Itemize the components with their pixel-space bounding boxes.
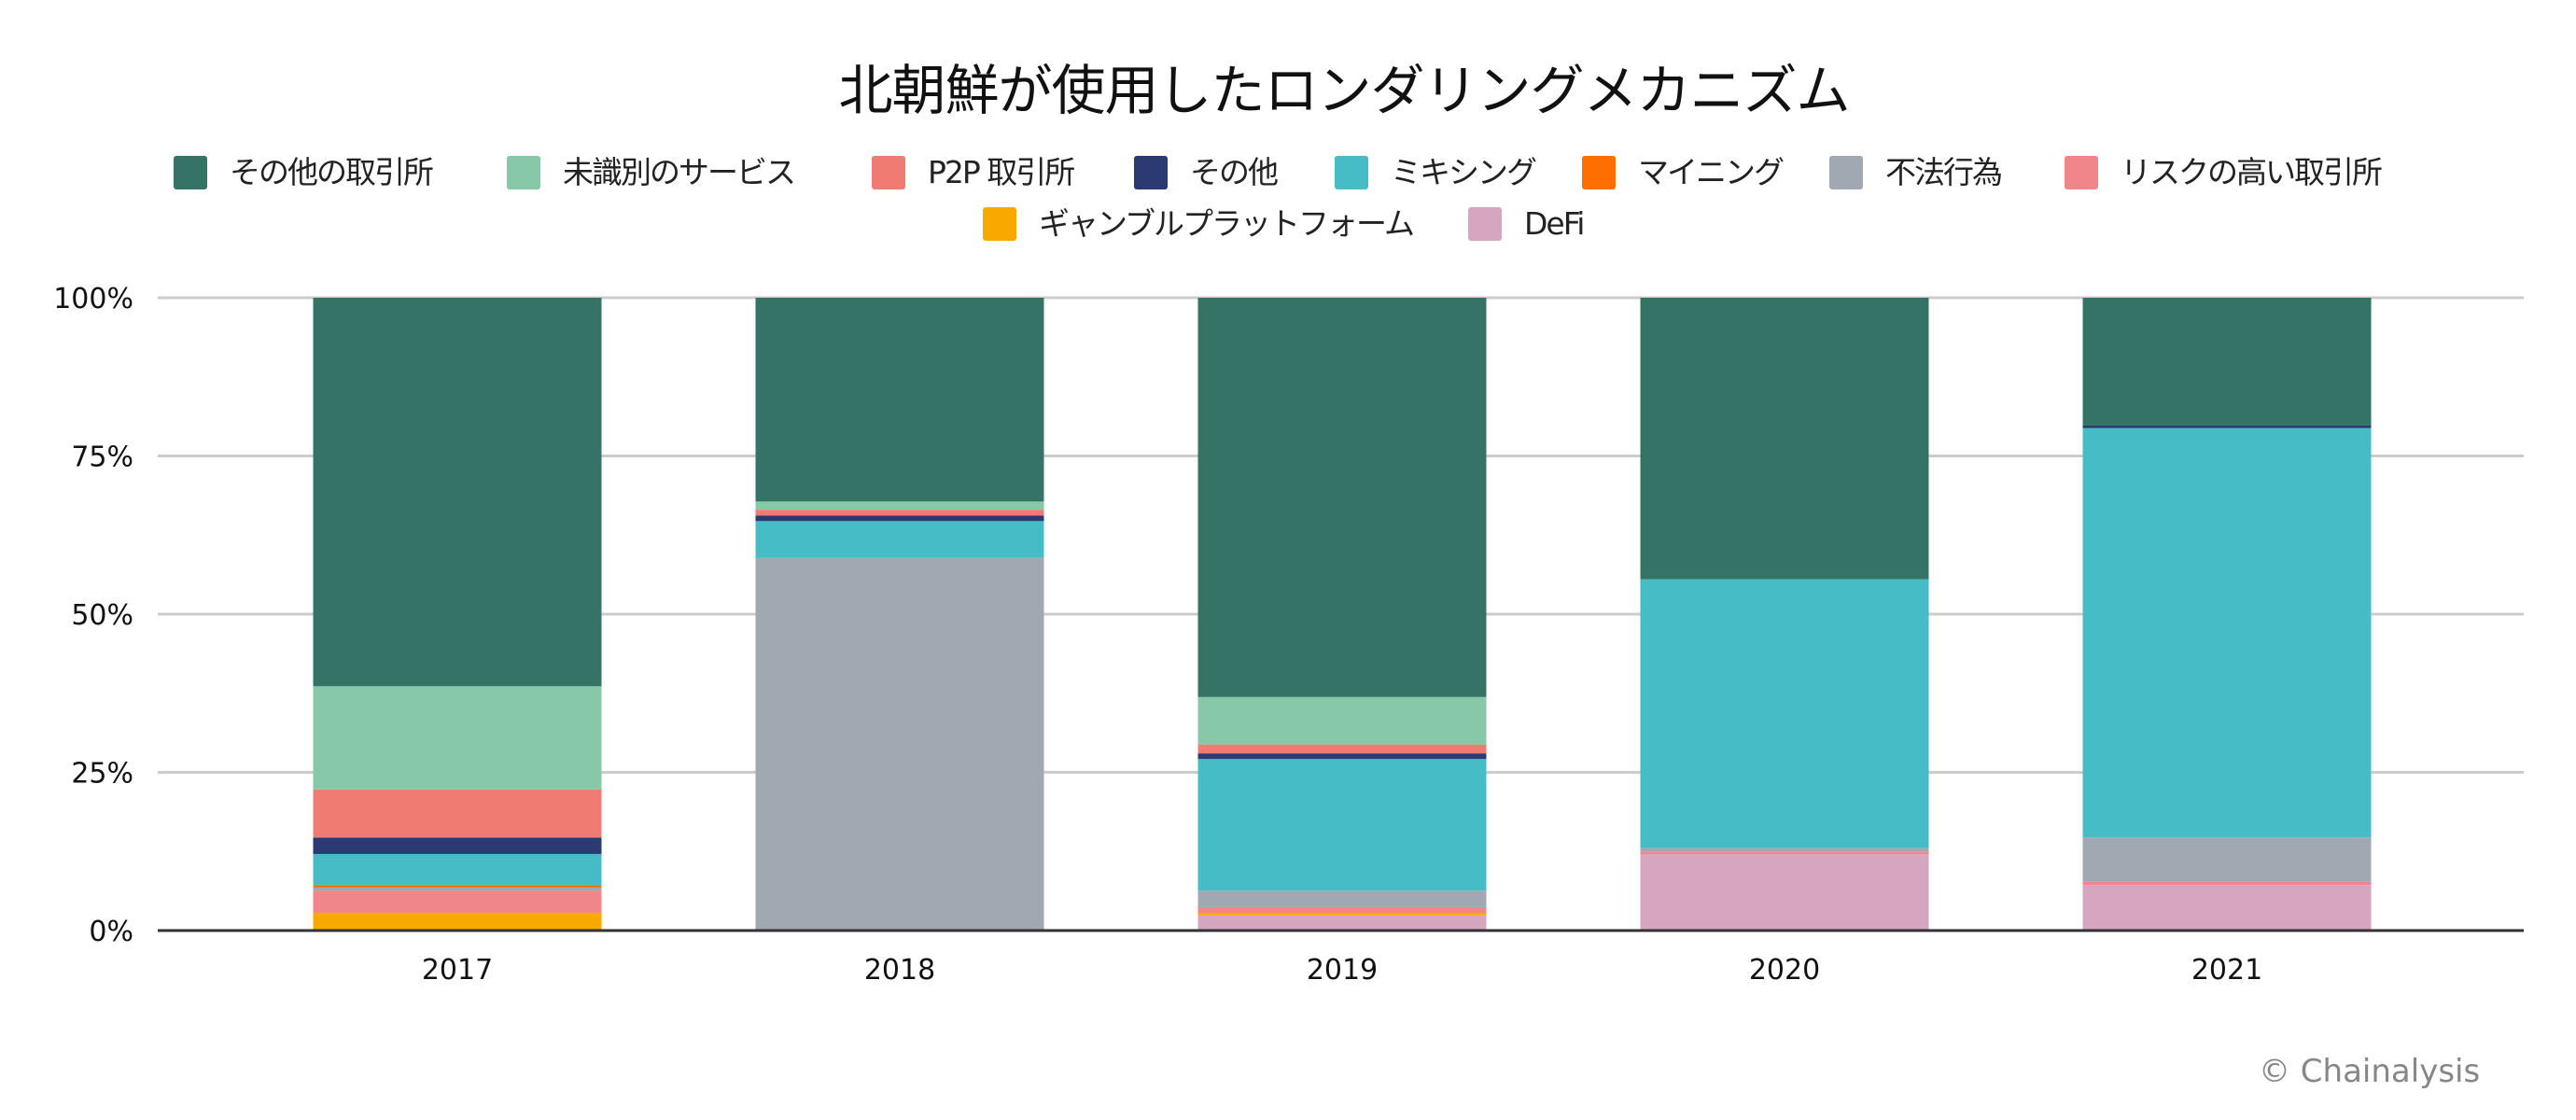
y-tick-label: 50% <box>71 599 133 632</box>
bar-segment[interactable] <box>313 913 602 931</box>
legend-row-1: その他の取引所 未識別のサービス P2P 取引所 その他 ミキシング マイニング… <box>0 154 2576 191</box>
bar-segment[interactable] <box>1640 853 1929 931</box>
legend-label: ギャンブルプラットフォーム <box>1039 205 1415 242</box>
legend-swatch <box>507 156 540 189</box>
bar-segment[interactable] <box>1197 753 1487 760</box>
legend-label: P2P 取引所 <box>928 154 1075 190</box>
legend-swatch <box>1829 156 1863 189</box>
bar-segment[interactable] <box>313 298 602 687</box>
bar-stack-2017 <box>313 298 602 931</box>
bar-segment[interactable] <box>1640 579 1929 848</box>
legend-label: その他の取引所 <box>230 154 434 190</box>
bar-segment[interactable] <box>2082 837 2372 882</box>
bar-segment[interactable] <box>755 515 1044 522</box>
x-tick-label: 2019 <box>1307 954 1378 987</box>
bar-segment[interactable] <box>2082 885 2372 931</box>
bars <box>313 298 2372 931</box>
legend-swatch <box>1582 156 1616 189</box>
bar-segment[interactable] <box>2082 881 2372 886</box>
bar-segment[interactable] <box>313 890 602 914</box>
bar-segment[interactable] <box>755 501 1044 511</box>
legend-swatch <box>1335 156 1368 189</box>
legend-swatch <box>174 156 207 189</box>
bar-segment[interactable] <box>313 887 602 891</box>
y-tick-label: 25% <box>71 758 133 791</box>
bar-segment[interactable] <box>1197 744 1487 754</box>
bar-segment[interactable] <box>313 885 602 888</box>
bar-segment[interactable] <box>313 837 602 854</box>
x-axis-ticks: 2017 2018 2019 2020 2021 <box>422 954 2262 987</box>
bar-segment[interactable] <box>755 521 1044 557</box>
chart-title: 北朝鮮が使用したロンダリングメカニズム <box>838 59 1850 122</box>
x-tick-label: 2021 <box>2191 954 2262 987</box>
bar-segment[interactable] <box>1197 298 1487 697</box>
bar-stack-2018 <box>755 298 1044 931</box>
x-tick-label: 2018 <box>864 954 935 987</box>
legend-label: 不法行為 <box>1885 154 2003 190</box>
y-axis-ticks: 0% 25% 50% 75% 100% <box>53 283 133 948</box>
bar-stack-2019 <box>1197 298 1487 931</box>
bar-segment[interactable] <box>1197 890 1487 907</box>
bar-segment[interactable] <box>1640 847 1929 852</box>
y-tick-label: 75% <box>71 441 133 474</box>
bar-segment[interactable] <box>2082 427 2372 838</box>
legend-swatch <box>2065 156 2098 189</box>
bar-segment[interactable] <box>1197 915 1487 931</box>
x-tick-label: 2020 <box>1749 954 1820 987</box>
bar-segment[interactable] <box>2082 425 2372 428</box>
legend-label: 未識別のサービス <box>563 154 796 190</box>
legend-swatch <box>872 156 905 189</box>
legend-swatch <box>1468 207 1502 241</box>
legend-swatch <box>983 207 1016 241</box>
bar-stack-2020 <box>1640 298 1929 931</box>
bar-segment[interactable] <box>1197 696 1487 745</box>
legend-label: リスクの高い取引所 <box>2121 154 2383 190</box>
y-tick-label: 100% <box>53 283 133 315</box>
legend-swatch <box>1134 156 1168 189</box>
legend-row-2: ギャンブルプラットフォーム DeFi <box>0 205 2576 243</box>
legend-label: ミキシング <box>1391 154 1537 190</box>
bar-segment[interactable] <box>755 556 1044 931</box>
legend-label: その他 <box>1190 154 1279 190</box>
bar-segment[interactable] <box>313 686 602 790</box>
bar-segment[interactable] <box>1197 906 1487 914</box>
bar-stack-2021 <box>2082 298 2372 931</box>
bar-segment[interactable] <box>1640 851 1929 854</box>
bar-segment[interactable] <box>2082 298 2372 426</box>
bar-segment[interactable] <box>1197 759 1487 891</box>
bar-segment[interactable] <box>313 853 602 886</box>
bar-segment[interactable] <box>1197 913 1487 916</box>
chainalysis-watermark: © Chainalysis <box>2259 1053 2481 1090</box>
bar-segment[interactable] <box>755 298 1044 502</box>
bar-segment[interactable] <box>1640 298 1929 580</box>
legend-label: DeFi <box>1524 205 1585 242</box>
legend-label: マイニング <box>1638 154 1785 190</box>
bar-segment[interactable] <box>755 510 1044 516</box>
bar-segment[interactable] <box>313 789 602 838</box>
y-tick-label: 0% <box>89 916 133 948</box>
x-tick-label: 2017 <box>422 954 493 987</box>
